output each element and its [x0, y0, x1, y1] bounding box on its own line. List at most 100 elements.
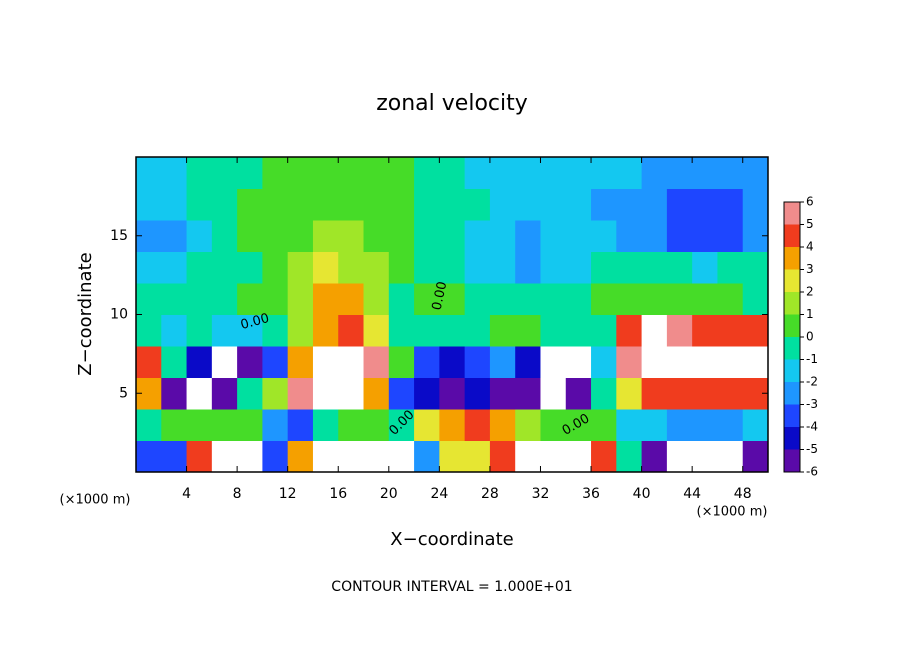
- heat-cell: [338, 409, 365, 441]
- heat-cell: [287, 157, 314, 189]
- heat-cell: [717, 377, 744, 410]
- heat-cell: [312, 188, 339, 221]
- heat-cell: [666, 409, 693, 441]
- heat-cell: [515, 251, 541, 284]
- heat-cell: [666, 283, 693, 315]
- heat-cell: [237, 377, 263, 410]
- heat-cell: [388, 283, 415, 315]
- colorbar-label: -3: [806, 397, 818, 411]
- colorbar-label: 3: [806, 262, 814, 276]
- heat-cell: [464, 157, 491, 189]
- heat-cell: [161, 283, 188, 315]
- chart-title: zonal velocity: [376, 91, 528, 116]
- heat-cell: [565, 440, 592, 473]
- heat-cell: [540, 283, 567, 315]
- heat-cell: [742, 188, 769, 221]
- heat-cell: [515, 283, 541, 315]
- heat-cell: [211, 409, 238, 441]
- heat-cell: [186, 346, 213, 378]
- heat-cell: [565, 157, 592, 189]
- heat-cell: [287, 188, 314, 221]
- heat-cell: [161, 251, 188, 284]
- heat-cell: [591, 220, 617, 252]
- heat-cell: [237, 283, 263, 315]
- x-tick-label: 20: [380, 486, 398, 502]
- heat-cell: [717, 220, 744, 252]
- heat-cell: [717, 251, 744, 284]
- heat-cell: [616, 220, 643, 252]
- heat-cell: [388, 314, 415, 347]
- heat-cell: [742, 346, 769, 378]
- colorbar-swatch: [784, 314, 800, 337]
- contour-label: 0.00: [430, 280, 451, 311]
- colorbar-swatch: [784, 404, 800, 427]
- heat-cell: [237, 188, 263, 221]
- heat-cell: [439, 251, 466, 284]
- heat-cell: [363, 314, 390, 347]
- heat-cell: [388, 251, 415, 284]
- heat-cell: [439, 346, 466, 378]
- heat-cell: [363, 440, 390, 473]
- colorbar-swatch: [784, 427, 800, 450]
- heat-cell: [312, 283, 339, 315]
- heat-cell: [186, 251, 213, 284]
- heat-cell: [312, 440, 339, 473]
- heat-cell: [515, 377, 541, 410]
- heat-cell: [338, 440, 365, 473]
- heat-cell: [363, 157, 390, 189]
- heat-cell: [717, 409, 744, 441]
- heat-cell: [565, 251, 592, 284]
- heat-cell: [287, 377, 314, 410]
- heat-cell: [211, 314, 238, 347]
- heat-cell: [666, 314, 693, 347]
- heat-cell: [136, 409, 162, 441]
- colorbar-swatch: [784, 224, 800, 247]
- heat-cell: [641, 283, 668, 315]
- heat-cell: [489, 157, 516, 189]
- heat-cell: [540, 440, 567, 473]
- heat-cell: [666, 188, 693, 221]
- y-tick-label: 10: [110, 307, 128, 323]
- heat-cell: [363, 283, 390, 315]
- heat-cell: [616, 440, 643, 473]
- heat-cell: [565, 188, 592, 221]
- colorbar-label: -5: [806, 442, 818, 456]
- heat-cell: [211, 377, 238, 410]
- heat-cell: [338, 157, 365, 189]
- heat-cell: [388, 157, 415, 189]
- heat-cell: [237, 220, 263, 252]
- heat-cell: [616, 377, 643, 410]
- heat-cell: [211, 440, 238, 473]
- heat-cell: [515, 409, 541, 441]
- x-tick-label: 28: [481, 486, 499, 502]
- heat-cell: [262, 346, 289, 378]
- heat-cell: [312, 377, 339, 410]
- heat-cell: [312, 346, 339, 378]
- heat-cell: [312, 409, 339, 441]
- heat-cell: [186, 409, 213, 441]
- heat-cell: [641, 346, 668, 378]
- heat-cell: [439, 220, 466, 252]
- heat-cell: [414, 220, 440, 252]
- heat-cell: [287, 283, 314, 315]
- heat-cell: [161, 157, 188, 189]
- heat-cell: [262, 188, 289, 221]
- x-tick-label: 48: [734, 486, 752, 502]
- colorbar-swatch: [784, 202, 800, 225]
- heat-cell: [287, 251, 314, 284]
- heat-cell: [388, 409, 415, 441]
- heat-cell: [489, 440, 516, 473]
- heat-cell: [464, 283, 491, 315]
- heat-cell: [211, 157, 238, 189]
- heat-cell: [565, 346, 592, 378]
- colorbar-label: 2: [806, 285, 814, 299]
- heat-cell: [161, 377, 188, 410]
- heat-cell: [540, 409, 567, 441]
- heat-cell: [414, 409, 440, 441]
- contour-label: 0.00: [239, 311, 271, 333]
- heat-cell: [439, 314, 466, 347]
- heat-cell: [237, 440, 263, 473]
- heat-cell: [262, 440, 289, 473]
- colorbar-label: 1: [806, 307, 814, 321]
- heat-cell: [262, 157, 289, 189]
